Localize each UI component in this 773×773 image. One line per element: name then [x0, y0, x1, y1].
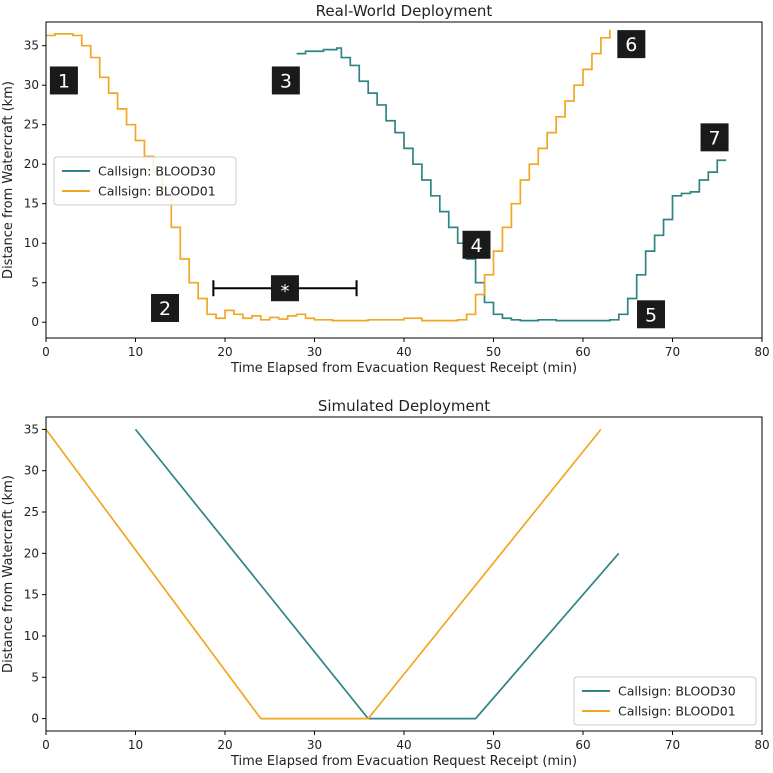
x-tick-label: 40 — [396, 738, 411, 752]
x-tick-label: 70 — [665, 345, 680, 359]
interval-marker: * — [212, 275, 358, 302]
x-tick-label: 30 — [307, 345, 322, 359]
legend-entry: Callsign: BLOOD30 — [618, 684, 736, 699]
interval-label: * — [280, 281, 289, 302]
x-tick-label: 20 — [217, 738, 232, 752]
chart-title: Simulated Deployment — [318, 397, 490, 415]
x-axis-label: Time Elapsed from Evacuation Request Rec… — [230, 361, 577, 376]
x-tick-label: 70 — [665, 738, 680, 752]
annotation-box — [49, 66, 78, 95]
x-tick-label: 30 — [307, 738, 322, 752]
y-axis-label: Distance from Watercraft (km) — [1, 81, 16, 279]
y-tick-label: 20 — [24, 546, 39, 560]
annotation-label: 4 — [470, 235, 482, 257]
annotation-label: 3 — [280, 70, 292, 92]
annotation-label: 7 — [709, 127, 721, 149]
y-tick-label: 0 — [31, 712, 39, 726]
y-tick-label: 0 — [31, 315, 39, 329]
legend-frame — [53, 156, 237, 206]
x-tick-label: 60 — [575, 345, 590, 359]
legend: Callsign: BLOOD30 Callsign: BLOOD01 — [53, 156, 237, 206]
y-tick-label: 35 — [24, 422, 39, 436]
annotation-5: 5 — [637, 300, 666, 329]
x-tick-label: 10 — [128, 345, 143, 359]
annotation-label: 2 — [159, 298, 171, 320]
simulated-deployment-chart: Simulated Deployment 0 10 20 30 40 50 60 70 80 0 5 1… — [1, 397, 770, 769]
x-tick-label: 0 — [42, 345, 50, 359]
series-line-blood30 — [296, 47, 727, 322]
annotation-box — [462, 230, 491, 259]
x-tick-label: 60 — [575, 738, 590, 752]
annotation-7: 7 — [700, 123, 729, 152]
y-tick-label: 35 — [24, 39, 39, 53]
legend-frame — [573, 676, 757, 726]
y-tick-label: 15 — [24, 197, 39, 211]
annotation-box — [151, 293, 180, 322]
annotation-box — [700, 123, 729, 152]
annotation-box — [271, 66, 300, 95]
y-tick-label: 5 — [31, 670, 39, 684]
series-line-blood30 — [134, 428, 620, 720]
legend-entry: Callsign: BLOOD01 — [98, 184, 216, 199]
y-tick-label: 5 — [31, 276, 39, 290]
annotation-3: 3 — [271, 66, 300, 95]
x-tick-label: 20 — [217, 345, 232, 359]
y-tick-label: 30 — [24, 464, 39, 478]
y-tick-label: 20 — [24, 157, 39, 171]
annotation-2: 2 — [151, 293, 180, 322]
interval-label-box — [270, 275, 299, 302]
x-tick-label: 40 — [396, 345, 411, 359]
annotation-6: 6 — [617, 30, 646, 59]
annotation-label: 6 — [625, 34, 637, 56]
y-tick-label: 30 — [24, 78, 39, 92]
annotation-label: 1 — [58, 70, 70, 92]
x-tick-label: 80 — [754, 345, 769, 359]
series-line-blood01 — [46, 29, 611, 322]
annotation-box — [617, 30, 646, 59]
x-tick-label: 10 — [128, 738, 143, 752]
annotation-1: 1 — [49, 66, 78, 95]
x-tick-label: 0 — [42, 738, 50, 752]
y-tick-label: 25 — [24, 118, 39, 132]
x-tick-label: 50 — [486, 345, 501, 359]
x-tick-label: 80 — [754, 738, 769, 752]
y-tick-label: 10 — [24, 629, 39, 643]
y-axis-label: Distance from Watercraft (km) — [1, 475, 16, 673]
annotation-box — [637, 300, 666, 329]
x-axis-label: Time Elapsed from Evacuation Request Rec… — [230, 754, 577, 769]
y-tick-label: 15 — [24, 588, 39, 602]
legend-entry: Callsign: BLOOD30 — [98, 164, 216, 179]
y-tick-label: 10 — [24, 236, 39, 250]
legend: Callsign: BLOOD30 Callsign: BLOOD01 — [573, 676, 757, 726]
x-tick-label: 50 — [486, 738, 501, 752]
chart-title: Real-World Deployment — [316, 2, 493, 20]
annotation-label: 5 — [645, 304, 657, 326]
y-tick-label: 25 — [24, 505, 39, 519]
legend-entry: Callsign: BLOOD01 — [618, 704, 736, 719]
annotation-4: 4 — [462, 230, 491, 259]
series-line-blood01 — [45, 428, 602, 720]
